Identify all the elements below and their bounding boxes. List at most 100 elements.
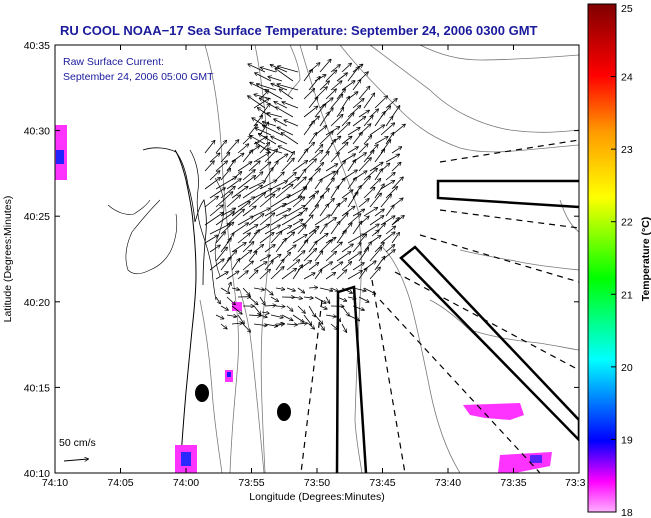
current-vector bbox=[275, 260, 284, 271]
current-vector bbox=[248, 181, 265, 190]
current-vector bbox=[319, 305, 327, 309]
current-vector bbox=[319, 60, 331, 73]
current-vector bbox=[380, 195, 391, 208]
current-vector bbox=[347, 192, 358, 208]
current-vector bbox=[374, 169, 382, 181]
current-vector bbox=[330, 153, 339, 163]
current-vector bbox=[369, 216, 384, 226]
current-vector bbox=[204, 178, 220, 190]
current-vector bbox=[209, 188, 225, 199]
current-vector bbox=[264, 225, 280, 235]
current-vector bbox=[286, 152, 294, 163]
current-vector bbox=[268, 77, 283, 82]
current-vector bbox=[319, 287, 332, 291]
current-vector bbox=[204, 197, 218, 208]
current-vector bbox=[341, 323, 346, 332]
current-vector bbox=[303, 106, 317, 118]
current-vector bbox=[380, 232, 395, 244]
current-vector bbox=[264, 261, 273, 271]
current-vector bbox=[264, 168, 273, 181]
current-vector bbox=[215, 247, 227, 262]
current-vector bbox=[286, 173, 296, 181]
current-vector bbox=[257, 84, 277, 91]
current-vector bbox=[248, 161, 260, 172]
x-tick-label: 73:40 bbox=[435, 477, 461, 489]
current-vector bbox=[314, 163, 323, 172]
current-vector bbox=[286, 287, 295, 291]
current-vector bbox=[330, 242, 342, 253]
current-vector bbox=[292, 220, 303, 226]
current-vector bbox=[374, 112, 385, 127]
current-vector bbox=[347, 252, 361, 262]
current-vector bbox=[215, 177, 236, 190]
current-vector bbox=[325, 70, 336, 82]
current-vector bbox=[297, 323, 307, 324]
current-vector bbox=[336, 143, 348, 154]
current-vector bbox=[274, 119, 288, 127]
x-tick-label: 74:05 bbox=[107, 477, 133, 489]
current-vector bbox=[227, 283, 231, 291]
current-vector bbox=[363, 287, 376, 294]
data-gap-blob bbox=[277, 403, 291, 421]
coastline bbox=[174, 149, 197, 473]
current-vector bbox=[371, 230, 379, 237]
y-tick-label: 40:20 bbox=[24, 297, 50, 309]
current-vector bbox=[231, 288, 239, 290]
current-vector bbox=[282, 102, 299, 109]
current-vector bbox=[341, 305, 349, 316]
current-vector bbox=[325, 252, 336, 262]
current-vector bbox=[231, 223, 248, 235]
current-vector bbox=[242, 242, 254, 253]
colorbar-label: Temperature (°C) bbox=[640, 217, 651, 302]
current-vector bbox=[363, 224, 379, 235]
current-vector bbox=[220, 287, 229, 293]
current-vector bbox=[264, 149, 277, 163]
colorbar-tick-label: 22 bbox=[621, 217, 633, 229]
y-tick-label: 40:35 bbox=[24, 40, 50, 52]
current-vector bbox=[303, 121, 314, 136]
current-vector bbox=[248, 193, 265, 208]
current-note-line2: September 24, 2006 05:00 GMT bbox=[63, 71, 214, 83]
current-vector bbox=[330, 115, 343, 127]
current-vector bbox=[352, 222, 362, 235]
current-vector bbox=[336, 230, 346, 244]
current-vector bbox=[248, 270, 258, 280]
current-vector bbox=[259, 143, 269, 154]
current-vector bbox=[391, 147, 401, 154]
current-vector bbox=[369, 267, 380, 280]
current-vector bbox=[363, 151, 374, 163]
current-vector bbox=[308, 151, 323, 163]
current-vector bbox=[237, 271, 248, 280]
current-vector bbox=[275, 239, 286, 253]
current-vector bbox=[303, 249, 316, 262]
current-vector bbox=[385, 205, 394, 217]
current-vector bbox=[308, 305, 315, 317]
current-vector bbox=[385, 117, 393, 127]
sst-patches bbox=[55, 125, 552, 473]
current-vector bbox=[277, 127, 294, 136]
current-vector bbox=[226, 296, 235, 305]
current-vector bbox=[259, 233, 274, 244]
current-vector bbox=[267, 113, 283, 118]
colorbar-tick-label: 20 bbox=[621, 362, 633, 374]
scale-label: 50 cm/s bbox=[59, 437, 96, 449]
current-vector bbox=[242, 170, 255, 181]
current-vector bbox=[303, 215, 313, 226]
current-vector bbox=[270, 267, 284, 280]
current-vector bbox=[347, 67, 359, 82]
current-vector bbox=[325, 296, 330, 303]
current-vector bbox=[231, 305, 242, 314]
x-tick-label: 74:10 bbox=[42, 477, 68, 489]
current-vector bbox=[220, 305, 228, 310]
current-vector bbox=[242, 323, 250, 332]
current-vector bbox=[286, 324, 297, 325]
current-vector bbox=[358, 296, 369, 302]
current-vector bbox=[336, 123, 350, 136]
current-vector bbox=[270, 215, 286, 226]
current-vector bbox=[374, 184, 384, 199]
surface-current-vectors bbox=[204, 60, 405, 333]
current-vector bbox=[261, 68, 277, 73]
current-vector bbox=[215, 232, 225, 244]
current-vector bbox=[369, 193, 381, 208]
current-vector bbox=[374, 96, 387, 109]
